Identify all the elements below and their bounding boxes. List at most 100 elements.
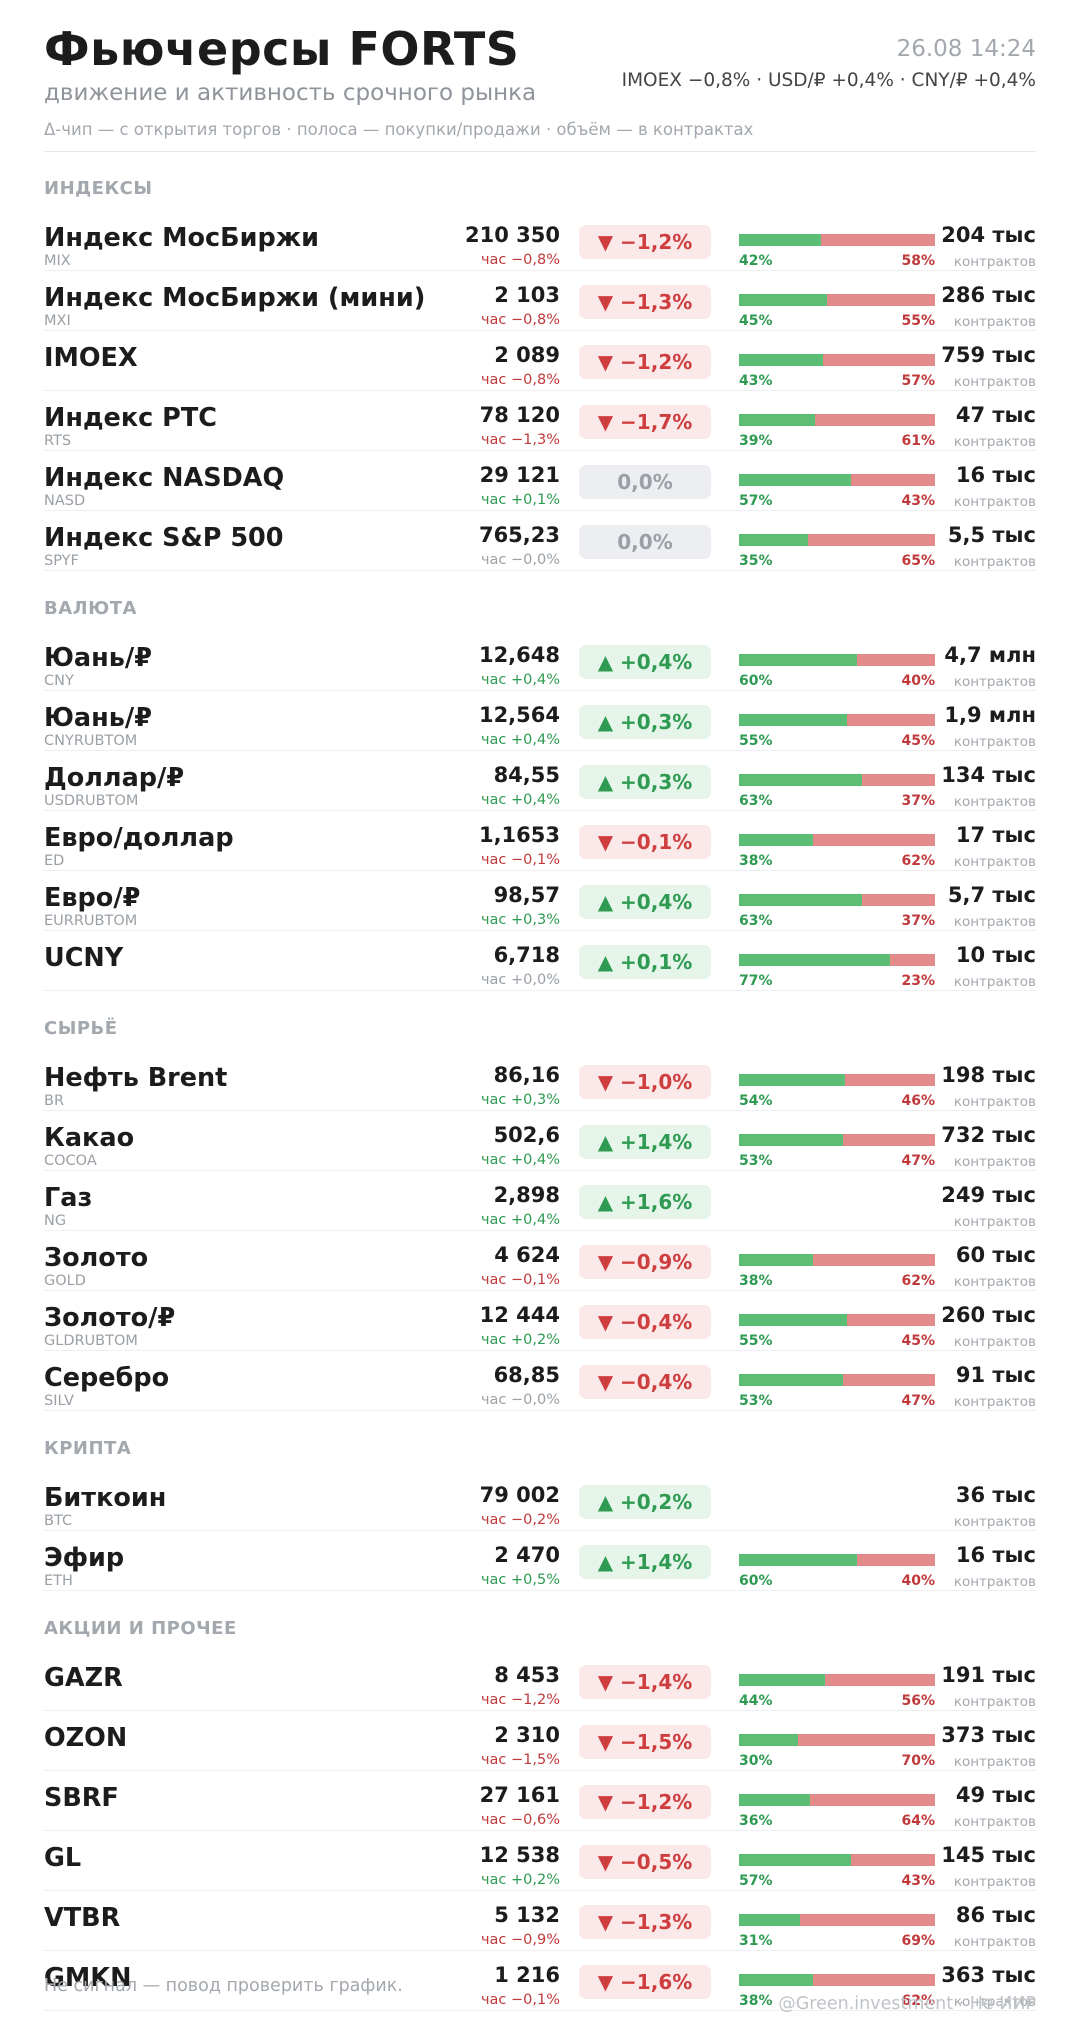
instrument-price: 2 470 [494, 1543, 560, 1567]
section-1: ВАЛЮТА Юань/₽ CNY 12,648 час +0,4% ▲ +0,4% 60%… [44, 571, 1036, 991]
volume-value: 198 тыс [941, 1063, 1036, 1087]
instrument-row[interactable]: UCNY 6,718 час +0,0% ▲ +0,1% 77% 23% 10 тыс кон… [44, 931, 1036, 991]
instrument-row[interactable]: Индекс NASDAQ NASD 29 121 час +0,1% 0,0% 57% 4… [44, 451, 1036, 511]
instrument-row[interactable]: GMKN 1 216 час −0,1% ▼ −1,6% 38% 62% 363 тыс ко… [44, 1951, 1036, 2011]
instrument-name: Какао [44, 1123, 135, 1153]
instrument-row[interactable]: Газ NG 2,898 час +0,4% ▲ +1,6% 249 тыс контрак… [44, 1171, 1036, 1231]
sell-percent: 43% [901, 1873, 935, 1889]
hour-change: час +0,3% [480, 1092, 560, 1108]
volume-unit: контрактов [953, 554, 1036, 570]
instrument-price: 79 002 [479, 1483, 560, 1507]
sell-fill [850, 474, 935, 486]
volume-unit: контрактов [953, 1514, 1036, 1530]
volume-value: 10 тыс [955, 943, 1036, 967]
instrument-row[interactable]: Золото GOLD 4 624 час −0,1% ▼ −0,9% 38% 62% 60 … [44, 1231, 1036, 1291]
instrument-row[interactable]: Серебро SILV 68,85 час −0,0% ▼ −0,4% 53% 47% 91… [44, 1351, 1036, 1411]
buy-sell-bar [739, 1914, 935, 1926]
volume-value: 86 тыс [955, 1903, 1036, 1927]
buy-sell-bar [739, 1254, 935, 1266]
instrument-row[interactable]: Юань/₽ CNYRUBTOM 12,564 час +0,4% ▲ +0,3% 55%… [44, 691, 1036, 751]
instrument-row[interactable]: SBRF 27 161 час −0,6% ▼ −1,2% 36% 64% 49 тыс ко… [44, 1771, 1036, 1831]
instrument-row[interactable]: Индекс РТС RTS 78 120 час −1,3% ▼ −1,7% 39% 61… [44, 391, 1036, 451]
instrument-row[interactable]: Евро/доллар ED 1,1653 час −0,1% ▼ −0,1% 38% 62… [44, 811, 1036, 871]
volume-unit: контрактов [953, 434, 1036, 450]
buy-sell-bar [739, 234, 935, 246]
instrument-row[interactable]: Нефть Brent BR 86,16 час +0,3% ▼ −1,0% 54% 46%… [44, 1051, 1036, 1111]
hour-change: час +0,4% [480, 672, 560, 688]
instrument-row[interactable]: Какао COCOA 502,6 час +0,4% ▲ +1,4% 53% 47% 732… [44, 1111, 1036, 1171]
buy-sell-bar [739, 1134, 935, 1146]
instrument-name: Евро/доллар [44, 823, 234, 853]
instrument-price: 1 216 [494, 1963, 560, 1987]
instrument-row[interactable]: Биткоин BTC 79 002 час −0,2% ▲ +0,2% 36 тыс ко… [44, 1471, 1036, 1531]
buy-fill [739, 414, 816, 426]
hour-change: час +0,5% [480, 1572, 560, 1588]
volume-value: 47 тыс [955, 403, 1036, 427]
page-subtitle: движение и активность срочного рынка [44, 80, 537, 106]
instrument-row[interactable]: IMOEX 2 089 час −0,8% ▼ −1,2% 43% 57% 759 тыс к… [44, 331, 1036, 391]
instrument-price: 86,16 [493, 1063, 560, 1087]
instrument-ticker: ED [44, 853, 65, 869]
delta-chip: ▼ −1,0% [579, 1065, 711, 1099]
instrument-row[interactable]: Золото/₽ GLDRUBTOM 12 444 час +0,2% ▼ −0,4% 5… [44, 1291, 1036, 1351]
instrument-ticker: EURRUBTOM [44, 913, 138, 929]
volume-value: 204 тыс [941, 223, 1036, 247]
volume-unit: контрактов [953, 1274, 1036, 1290]
buy-percent: 53% [739, 1393, 773, 1409]
instrument-name: Индекс МосБиржи [44, 223, 319, 253]
volume-unit: контрактов [953, 674, 1036, 690]
instrument-row[interactable]: Доллар/₽ USDRUBTOM 84,55 час +0,4% ▲ +0,3% 63… [44, 751, 1036, 811]
instrument-row[interactable]: OZON 2 310 час −1,5% ▼ −1,5% 30% 70% 373 тыс ко… [44, 1711, 1036, 1771]
delta-chip: ▼ −0,1% [579, 825, 711, 859]
buy-percent: 36% [739, 1813, 773, 1829]
instrument-price: 8 453 [494, 1663, 560, 1687]
buy-sell-bar [739, 1074, 935, 1086]
volume-value: 373 тыс [941, 1723, 1036, 1747]
volume-unit: контрактов [953, 1574, 1036, 1590]
instrument-row[interactable]: Эфир ETH 2 470 час +0,5% ▲ +1,4% 60% 40% 16 тыс… [44, 1531, 1036, 1591]
volume-value: 732 тыс [941, 1123, 1036, 1147]
hour-change: час +0,4% [480, 1212, 560, 1228]
delta-chip: ▼ −0,4% [579, 1305, 711, 1339]
instrument-ticker: GLDRUBTOM [44, 1333, 138, 1349]
instrument-ticker: MXI [44, 313, 71, 329]
sell-percent: 58% [901, 253, 935, 269]
volume-value: 60 тыс [955, 1243, 1036, 1267]
instrument-row[interactable]: Индекс МосБиржи MIX 210 350 час −0,8% ▼ −1,2… [44, 211, 1036, 271]
instrument-row[interactable]: GL 12 538 час +0,2% ▼ −0,5% 57% 43% 145 тыс кон… [44, 1831, 1036, 1891]
buy-percent: 45% [739, 313, 773, 329]
macro-summary: IMOEX −0,8% · USD/₽ +0,4% · CNY/₽ +0,4% [621, 70, 1036, 91]
volume-value: 5,7 тыс [947, 883, 1036, 907]
instrument-price: 12 444 [479, 1303, 560, 1327]
hour-change: час +0,1% [480, 492, 560, 508]
instrument-row[interactable]: Юань/₽ CNY 12,648 час +0,4% ▲ +0,4% 60% 40% 4,7… [44, 631, 1036, 691]
buy-fill [739, 1794, 810, 1806]
buy-fill [739, 534, 808, 546]
buy-fill [739, 834, 814, 846]
section-3: КРИПТА Биткоин BTC 79 002 час −0,2% ▲ +0,2% 36… [44, 1411, 1036, 1591]
instrument-ticker: ETH [44, 1573, 73, 1589]
sell-fill [815, 414, 935, 426]
buy-sell-bar [739, 654, 935, 666]
buy-fill [739, 774, 863, 786]
instrument-row[interactable]: VTBR 5 132 час −0,9% ▼ −1,3% 31% 69% 86 тыс кон… [44, 1891, 1036, 1951]
instrument-name: Индекс S&P 500 [44, 523, 284, 553]
hour-change: час +0,4% [480, 1152, 560, 1168]
buy-percent: 38% [739, 1273, 773, 1289]
instrument-list: ИНДЕКСЫ Индекс МосБиржи MIX 210 350 час −0,8… [44, 151, 1036, 2011]
instrument-row[interactable]: GAZR 8 453 час −1,2% ▼ −1,4% 44% 56% 191 тыс ко… [44, 1651, 1036, 1711]
instrument-ticker: COCOA [44, 1153, 97, 1169]
volume-value: 134 тыс [941, 763, 1036, 787]
delta-chip: ▼ −1,2% [579, 225, 711, 259]
instrument-row[interactable]: Евро/₽ EURRUBTOM 98,57 час +0,3% ▲ +0,4% 63% 3… [44, 871, 1036, 931]
sell-percent: 56% [901, 1693, 935, 1709]
instrument-name: Юань/₽ [44, 643, 152, 673]
instrument-row[interactable]: Индекс МосБиржи (мини) MXI 2 103 час −0,8% ▼… [44, 271, 1036, 331]
section-title: ВАЛЮТА [44, 598, 137, 619]
volume-unit: контрактов [953, 1694, 1036, 1710]
sell-percent: 62% [901, 1273, 935, 1289]
volume-unit: контрактов [953, 314, 1036, 330]
sell-fill [799, 1914, 935, 1926]
instrument-ticker: SPYF [44, 553, 79, 569]
instrument-row[interactable]: Индекс S&P 500 SPYF 765,23 час −0,0% 0,0% 35%… [44, 511, 1036, 571]
